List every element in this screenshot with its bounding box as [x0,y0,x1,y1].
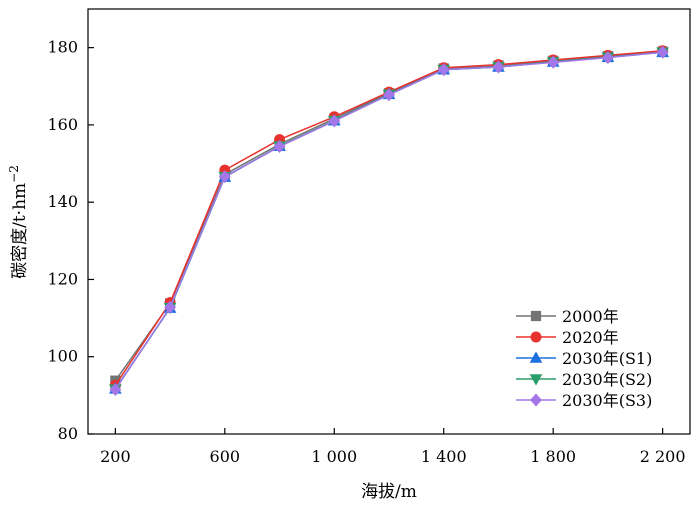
legend-item: 2000年 [516,307,619,326]
legend-label: 2030年(S3) [562,391,652,410]
data-point [109,383,122,397]
x-tick-label: 600 [210,447,241,466]
legend-marker [530,331,542,343]
y-axis-title-superscript: −2 [7,165,21,183]
legend-label: 2020年 [562,328,619,347]
x-tick-label: 1 000 [311,447,357,466]
x-tick-label: 1 800 [530,447,576,466]
plot-frame [87,8,691,435]
legend-marker [530,393,542,407]
legend-item: 2030年(S2) [516,370,652,389]
data-point [492,60,505,74]
y-tick-label: 120 [47,269,78,288]
legend-item: 2020年 [516,328,619,347]
legend-marker [529,374,543,386]
data-point [164,300,176,314]
x-tick-label: 1 400 [421,447,467,466]
y-tick-label: 100 [47,347,78,366]
y-axis-title-main: 碳密度/t·hm [10,183,30,279]
series-layer [109,45,669,397]
legend-label: 2000年 [562,307,619,326]
data-point [328,114,341,128]
legend-label: 2030年(S2) [562,370,652,389]
data-point [383,88,395,102]
legend-marker [529,351,543,363]
data-point [273,140,286,153]
data-point [218,170,231,184]
y-tick-label: 160 [47,115,78,134]
x-axis: 200 600 1 000 1 400 1 800 2 200 [100,428,686,466]
legend-item: 2030年(S1) [516,349,652,368]
y-tick-label: 80 [58,424,78,443]
data-point [656,45,669,59]
x-tick-label: 200 [100,447,131,466]
data-point [437,63,450,77]
data-point [602,51,614,65]
legend-label: 2030年(S1) [562,349,652,368]
legend-marker [530,310,542,322]
data-point [547,55,560,69]
legend: 2000年 2020年 2030年(S1) 2030年(S2) 2030年(S3) [516,307,652,410]
x-tick-label: 2 200 [640,447,686,466]
x-axis-title: 海拔/m [361,482,417,502]
y-axis: 80 100 120 140 160 180 [47,38,94,443]
series-5 [109,45,669,397]
y-axis-title: 碳密度/t·hm−2 [7,165,30,279]
legend-item: 2030年(S3) [516,391,652,410]
y-tick-label: 180 [47,38,78,57]
y-tick-label: 140 [47,192,78,211]
